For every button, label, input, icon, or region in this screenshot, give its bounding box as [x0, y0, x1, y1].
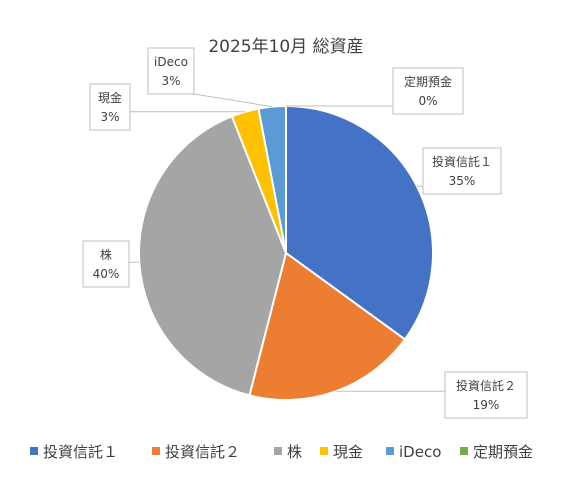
- legend-swatch-2: [274, 447, 282, 455]
- legend-swatch-1: [152, 447, 160, 455]
- data-label-pct-3: 3%: [100, 110, 119, 124]
- data-label-name-1: 投資信託２: [456, 378, 516, 393]
- legend-label-2: 株: [287, 443, 302, 461]
- data-label-box-4: [147, 47, 195, 95]
- pie-slice-2: [138, 115, 288, 397]
- legend-label-0: 投資信託１: [43, 443, 118, 461]
- data-label-box-2: [82, 240, 130, 288]
- legend-label-3: 現金: [333, 443, 363, 461]
- chart-title: 2025年10月 総資産: [208, 37, 363, 57]
- data-label-pct-0: 35%: [449, 174, 476, 188]
- data-label-name-5: 定期預金: [404, 74, 452, 89]
- data-label-pct-4: 3%: [161, 74, 180, 88]
- data-label-box-0: [422, 147, 502, 195]
- leader-lines: [129, 93, 445, 392]
- data-label-box-1: [444, 371, 528, 419]
- legend-label-5: 定期預金: [473, 443, 533, 461]
- data-label-name-3: 現金: [98, 90, 122, 105]
- data-label-pct-2: 40%: [93, 267, 120, 281]
- data-label-box-3: [89, 83, 131, 131]
- pie-slice-1: [248, 251, 407, 401]
- legend-label-1: 投資信託２: [165, 443, 240, 461]
- data-label-name-2: 株: [100, 247, 112, 262]
- legend-swatch-4: [386, 447, 394, 455]
- legend-label-4: iDeco: [399, 443, 441, 461]
- legend-swatch-3: [320, 447, 328, 455]
- leader-line-4: [193, 93, 273, 108]
- data-label-pct-5: 0%: [418, 94, 437, 108]
- data-labels: 投資信託１ 35% 投資信託２ 19% 株 40% 現金 3% iDeco 3% 定期預金 0%: [82, 47, 528, 419]
- legend-swatch-0: [30, 447, 38, 455]
- data-label-name-0: 投資信託１: [432, 154, 492, 169]
- pie-slice-0: [285, 104, 434, 341]
- legend: 投資信託１ 投資信託２ 株 現金 iDeco 定期預金: [30, 443, 533, 461]
- data-label-name-4: iDeco: [154, 55, 188, 69]
- data-label-pct-1: 19%: [473, 398, 500, 412]
- pie-slices: [138, 104, 434, 401]
- data-label-box-5: [392, 67, 464, 115]
- legend-swatch-5: [460, 447, 468, 455]
